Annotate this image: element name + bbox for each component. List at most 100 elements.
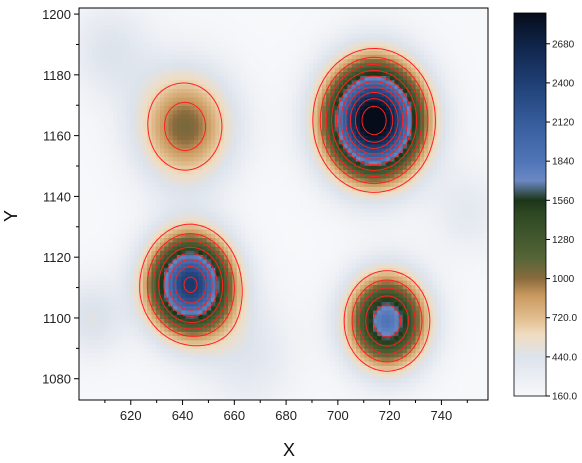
heatmap-cell: [372, 29, 378, 35]
heatmap-cell: [428, 20, 434, 26]
heatmap-cell: [236, 63, 242, 69]
heatmap-cell: [424, 29, 429, 35]
heatmap-cell: [266, 110, 272, 116]
heatmap-cell: [189, 135, 195, 141]
heatmap-cell: [211, 208, 216, 214]
heatmap-cell: [266, 54, 272, 60]
heatmap-cell: [104, 37, 110, 43]
heatmap-cell: [385, 59, 391, 64]
heatmap-cell: [194, 50, 199, 56]
heatmap-cell: [424, 169, 429, 175]
heatmap-cell: [283, 182, 289, 188]
heatmap-cell: [266, 97, 272, 103]
heatmap-cell: [287, 174, 293, 180]
heatmap-cell: [155, 59, 161, 64]
heatmap-cell: [138, 25, 144, 30]
heatmap-cell: [296, 199, 302, 205]
heatmap-cell: [445, 161, 451, 167]
heatmap-cell: [236, 118, 242, 124]
heatmap-cell: [292, 29, 297, 35]
heatmap-cell: [113, 101, 118, 107]
heatmap-cell: [100, 118, 106, 124]
heatmap-cell: [292, 59, 297, 64]
heatmap-cell: [236, 182, 242, 188]
heatmap-cell: [91, 114, 97, 120]
heatmap-cell: [338, 127, 344, 133]
heatmap-cell: [100, 50, 106, 56]
heatmap-cell: [347, 216, 353, 222]
heatmap-cell: [313, 144, 319, 150]
heatmap-cell: [381, 25, 387, 30]
heatmap-cell: [257, 204, 263, 209]
heatmap-cell: [270, 157, 276, 162]
heatmap-cell: [351, 161, 357, 167]
heatmap-cell: [104, 144, 110, 150]
heatmap-cell: [309, 29, 314, 35]
heatmap-cell: [236, 16, 242, 22]
heatmap-cell: [453, 225, 459, 231]
heatmap-cell: [257, 216, 263, 222]
heatmap-cell: [419, 71, 425, 77]
heatmap-cell: [249, 46, 255, 52]
heatmap-cell: [407, 152, 412, 158]
heatmap-cell: [283, 25, 289, 30]
heatmap-cell: [189, 221, 195, 226]
heatmap-cell: [113, 148, 118, 154]
heatmap-cell: [219, 20, 225, 26]
heatmap-cell: [377, 204, 383, 209]
heatmap-cell: [445, 59, 451, 64]
heatmap-cell: [83, 67, 89, 73]
heatmap-cell: [236, 59, 242, 64]
heatmap-cell: [411, 178, 417, 184]
heatmap-cell: [304, 140, 310, 145]
heatmap-cell: [113, 174, 118, 180]
heatmap-cell: [347, 80, 353, 86]
heatmap-cell: [292, 174, 297, 180]
heatmap-cell: [368, 195, 374, 201]
heatmap-cell: [100, 76, 106, 82]
heatmap-cell: [402, 148, 408, 154]
heatmap-cell: [138, 186, 144, 192]
heatmap-cell: [121, 12, 127, 18]
heatmap-cell: [394, 67, 400, 73]
heatmap-cell: [441, 46, 446, 52]
heatmap-cell: [104, 106, 110, 111]
heatmap-cell: [257, 37, 263, 43]
heatmap-cell: [257, 161, 263, 167]
heatmap-cell: [130, 101, 135, 107]
heatmap-cell: [125, 127, 131, 133]
heatmap-cell: [398, 59, 404, 64]
heatmap-cell: [279, 84, 285, 90]
heatmap-cell: [287, 50, 293, 56]
heatmap-cell: [441, 169, 446, 175]
heatmap-cell: [108, 165, 114, 171]
heatmap-cell: [377, 33, 383, 39]
heatmap-cell: [274, 212, 280, 218]
heatmap-cell: [436, 59, 442, 64]
heatmap-cell: [96, 59, 101, 64]
heatmap-cell: [168, 225, 174, 231]
heatmap-cell: [181, 84, 187, 90]
heatmap-cell: [385, 174, 391, 180]
heatmap-cell: [304, 225, 310, 231]
heatmap-cell: [402, 50, 408, 56]
heatmap-cell: [449, 54, 455, 60]
heatmap-cell: [215, 191, 221, 197]
heatmap-cell: [249, 174, 255, 180]
heatmap-cell: [262, 208, 268, 214]
heatmap-cell: [113, 208, 118, 214]
heatmap-cell: [441, 204, 446, 209]
heatmap-cell: [351, 8, 357, 13]
heatmap-cell: [466, 186, 472, 192]
heatmap-cell: [360, 221, 366, 226]
heatmap-cell: [87, 50, 93, 56]
heatmap-cell: [419, 42, 425, 47]
heatmap-cell: [462, 225, 468, 231]
heatmap-cell: [304, 71, 310, 77]
heatmap-cell: [211, 182, 216, 188]
heatmap-cell: [236, 131, 242, 137]
heatmap-cell: [296, 165, 302, 171]
heatmap-cell: [466, 63, 472, 69]
heatmap-cell: [108, 140, 114, 145]
heatmap-cell: [470, 80, 476, 86]
